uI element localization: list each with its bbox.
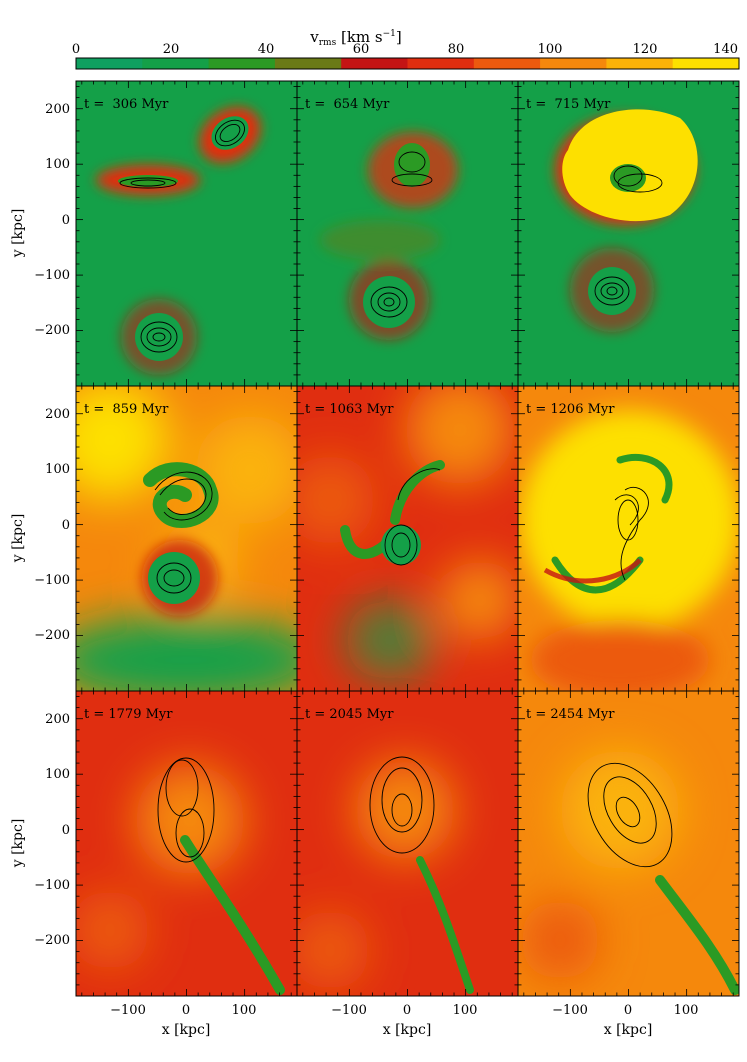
panel-2 (297, 81, 518, 386)
panel-time-label: t = 306 Myr (84, 97, 169, 112)
panel-time-label: t = 715 Myr (526, 97, 611, 112)
x-axis-label: x [kpc] (162, 1022, 211, 1038)
colorbar-tick-label: 120 (633, 42, 658, 57)
x-tick-label: −100 (110, 1003, 146, 1018)
colorbar-segment (606, 58, 674, 69)
x-tick-label: −100 (552, 1003, 588, 1018)
y-tick-label: 200 (45, 712, 70, 727)
y-tick-label: −100 (34, 878, 70, 893)
colorbar-label: vrms [km s−1] (309, 28, 402, 48)
y-tick-label: −100 (34, 268, 70, 283)
colorbar-tick-label: 140 (713, 42, 738, 57)
panel-time-label: t = 654 Myr (305, 97, 390, 112)
colorbar-tick-label: 100 (538, 42, 563, 57)
x-tick-label: 100 (453, 1003, 478, 1018)
colorbar-label-exp: −1 (383, 29, 396, 39)
x-tick-label: 0 (624, 1003, 632, 1018)
x-tick-label: 100 (674, 1003, 699, 1018)
colorbar-frame (75, 57, 740, 70)
y-tick-label: 200 (45, 407, 70, 422)
panel-6 (518, 386, 739, 691)
x-tick-labels: −100 0 100 −100 0 100 −100 0 100 (110, 1003, 698, 1018)
panel-9 (518, 691, 739, 996)
y-tick-label: 0 (62, 213, 70, 228)
colorbar-segment (208, 58, 276, 69)
x-tick-label: 0 (182, 1003, 190, 1018)
colorbar-tick-label: 0 (72, 42, 80, 57)
x-tick-label: 100 (232, 1003, 257, 1018)
colorbar-segment (473, 58, 541, 69)
colorbar-segments (76, 58, 740, 69)
y-tick-label: −200 (34, 323, 70, 338)
x-tick-label: −100 (331, 1003, 367, 1018)
y-tick-label: 0 (62, 823, 70, 838)
colorbar-label-close: ] (396, 28, 402, 46)
colorbar-segment (274, 58, 342, 69)
panel-7 (76, 691, 297, 996)
colorbar-label-units: [km s (336, 28, 382, 46)
panel-time-label: t = 859 Myr (84, 402, 169, 417)
y-tick-labels: 200 100 0 −100 −200 200 100 0 −100 −200 … (34, 102, 70, 948)
colorbar-label-sub: rms (319, 38, 337, 48)
colorbar: vrms [km s−1] 0 20 40 60 80 100 120 140 (72, 28, 740, 70)
panel-time-label: t = 2454 Myr (526, 707, 615, 722)
y-axis-label: y [kpc] (10, 819, 26, 869)
x-axis-label: x [kpc] (604, 1022, 653, 1038)
panel-4 (76, 386, 297, 691)
x-axis-labels: x [kpc] x [kpc] x [kpc] (162, 1022, 653, 1038)
time-labels: t = 306 Myr t = 654 Myr t = 715 Myr t = … (84, 97, 615, 722)
colorbar-segment (142, 58, 210, 69)
panel-time-label: t = 1063 Myr (305, 402, 394, 417)
colorbar-ticklabels: 0 20 40 60 80 100 120 140 (72, 42, 738, 57)
y-axis-label: y [kpc] (10, 209, 26, 259)
x-axis-label: x [kpc] (383, 1022, 432, 1038)
colorbar-segment (540, 58, 607, 69)
colorbar-tick-label: 40 (258, 42, 275, 57)
y-tick-label: −200 (34, 933, 70, 948)
y-tick-label: 100 (45, 157, 70, 172)
colorbar-label-main: v (309, 28, 319, 46)
axis-ticks (76, 81, 739, 996)
panel-time-label: t = 1779 Myr (84, 707, 173, 722)
colorbar-tick-label: 60 (353, 42, 370, 57)
colorbar-tick-label: 80 (448, 42, 465, 57)
y-axis-label: y [kpc] (10, 514, 26, 564)
colorbar-segment (672, 58, 740, 69)
x-tick-label: 0 (403, 1003, 411, 1018)
panel-time-label: t = 2045 Myr (305, 707, 394, 722)
panel-5 (297, 386, 518, 691)
y-tick-label: 100 (45, 767, 70, 782)
colorbar-segment (76, 58, 143, 69)
y-tick-label: −100 (34, 573, 70, 588)
colorbar-tick-label: 20 (163, 42, 180, 57)
y-tick-label: 200 (45, 102, 70, 117)
y-tick-label: 100 (45, 462, 70, 477)
y-tick-label: −200 (34, 628, 70, 643)
y-axis-labels: y [kpc] y [kpc] y [kpc] (10, 209, 26, 869)
panel-8 (297, 691, 518, 996)
colorbar-segment (341, 58, 408, 69)
panel-1 (76, 81, 297, 386)
y-tick-label: 0 (62, 518, 70, 533)
panel-3 (518, 81, 739, 386)
panel-time-label: t = 1206 Myr (526, 402, 615, 417)
colorbar-segment (407, 58, 475, 69)
